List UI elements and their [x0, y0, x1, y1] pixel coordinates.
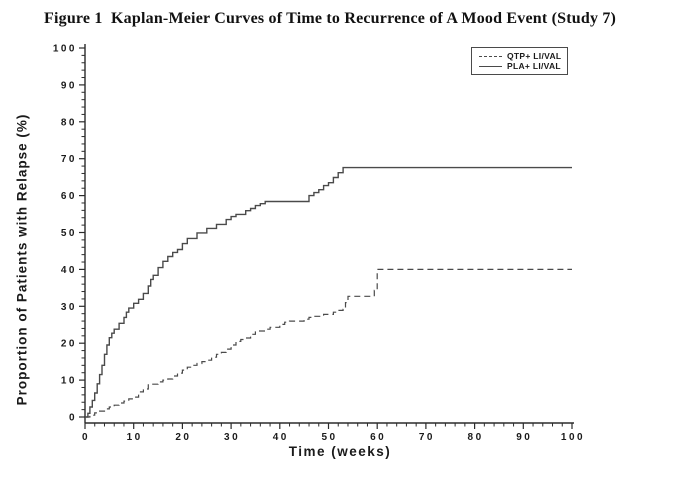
y-tick-label: 0: [69, 413, 77, 424]
x-tick-label: 100: [561, 432, 585, 443]
y-tick-label: 50: [61, 228, 77, 239]
qtp-curve: [85, 268, 572, 418]
y-tick-label: 40: [61, 265, 77, 276]
x-tick-label: 70: [419, 432, 435, 443]
y-tick-label: 90: [61, 80, 77, 91]
legend-label-pla: PLA+ LI/VAL: [507, 61, 561, 71]
legend-item-pla: PLA+ LI/VAL: [479, 61, 562, 71]
y-tick-label: 10: [61, 376, 77, 387]
x-tick-label: 0: [82, 432, 90, 443]
x-tick-label: 60: [370, 432, 386, 443]
y-tick-label: 20: [61, 339, 77, 350]
x-tick-label: 30: [224, 432, 240, 443]
x-tick-label: 80: [468, 432, 484, 443]
legend-label-qtp: QTP+ LI/VAL: [507, 51, 562, 61]
x-axis-label: Time (weeks): [288, 444, 392, 459]
x-tick-label: 50: [321, 432, 337, 443]
y-tick-label: 80: [61, 117, 77, 128]
dashed-line-sample-icon: [479, 55, 502, 57]
x-tick-label: 40: [273, 432, 289, 443]
y-tick-label: 100: [53, 44, 77, 55]
x-tick-label: 90: [516, 432, 532, 443]
legend: QTP+ LI/VAL PLA+ LI/VAL: [471, 47, 568, 75]
legend-item-qtp: QTP+ LI/VAL: [479, 51, 562, 61]
figure-title: Figure 1 Kaplan-Meier Curves of Time to …: [44, 10, 617, 27]
y-axis-label: Proportion of Patients with Relapse (%): [14, 113, 30, 406]
y-tick-label: 60: [61, 191, 77, 202]
x-tick-label: 20: [175, 432, 191, 443]
pla-curve: [85, 166, 572, 418]
y-tick-label: 70: [61, 154, 77, 165]
y-tick-label: 30: [61, 302, 77, 313]
x-tick-label: 10: [127, 432, 143, 443]
solid-line-sample-icon: [479, 65, 502, 67]
